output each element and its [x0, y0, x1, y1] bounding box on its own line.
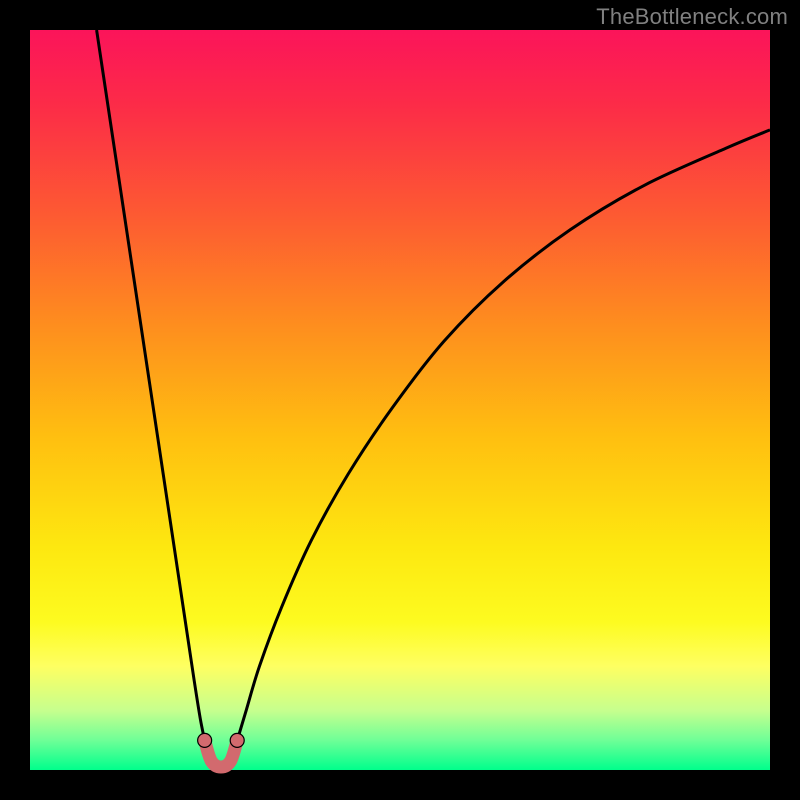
- marker-point-left: [198, 733, 212, 747]
- chart-svg: [0, 0, 800, 800]
- watermark-text: TheBottleneck.com: [596, 4, 788, 30]
- marker-point-right: [230, 733, 244, 747]
- chart-background: [30, 30, 770, 770]
